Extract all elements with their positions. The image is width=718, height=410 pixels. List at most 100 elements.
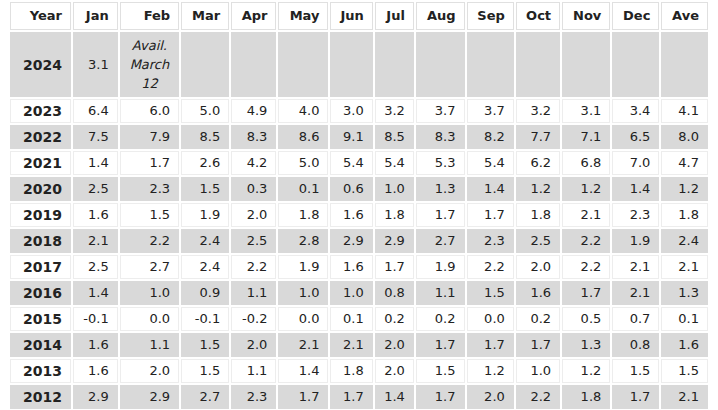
page: YearJanFebMarAprMayJunJulAugSepOctNovDec… <box>0 0 718 410</box>
column-header-mar: Mar <box>181 2 229 30</box>
value-cell: 8.3 <box>416 125 465 149</box>
value-cell: 0.5 <box>562 307 610 331</box>
table-row-2016: 20161.41.00.91.11.01.00.81.11.51.61.72.1… <box>10 281 708 305</box>
value-cell: 7.1 <box>562 125 610 149</box>
value-cell: 3.0 <box>330 99 372 123</box>
value-cell: 1.9 <box>278 255 328 279</box>
value-cell: 1.8 <box>375 203 414 227</box>
column-header-oct: Oct <box>516 2 560 30</box>
value-cell: 1.8 <box>330 359 372 383</box>
value-cell: 3.2 <box>375 99 414 123</box>
value-cell: 1.2 <box>562 359 610 383</box>
value-cell: 2.2 <box>562 255 610 279</box>
year-cell: 2024 <box>10 32 71 97</box>
value-cell: 1.3 <box>416 177 465 201</box>
value-cell: 2.1 <box>612 255 659 279</box>
value-cell: 6.4 <box>73 99 118 123</box>
value-cell: 2.3 <box>120 177 179 201</box>
value-cell: 1.6 <box>330 255 372 279</box>
table-row-2012: 20122.92.92.72.31.71.71.41.72.02.21.81.7… <box>10 385 708 409</box>
value-cell <box>562 32 610 97</box>
value-cell: 2.4 <box>661 229 708 253</box>
value-cell: 1.3 <box>661 281 708 305</box>
value-cell: 1.1 <box>231 281 276 305</box>
value-cell: 4.0 <box>278 99 328 123</box>
year-cell: 2014 <box>10 333 71 357</box>
table-row-2023: 20236.46.05.04.94.03.03.23.73.73.23.13.4… <box>10 99 708 123</box>
column-header-jan: Jan <box>73 2 118 30</box>
value-cell: 7.7 <box>516 125 560 149</box>
value-cell: 2.9 <box>73 385 118 409</box>
value-cell: 3.4 <box>612 99 659 123</box>
value-cell: 2.0 <box>231 203 276 227</box>
value-cell: 2.7 <box>416 229 465 253</box>
value-cell: 1.7 <box>416 385 465 409</box>
column-header-jul: Jul <box>375 2 414 30</box>
value-cell: 4.1 <box>661 99 708 123</box>
value-cell <box>661 32 708 97</box>
value-cell: 0.8 <box>612 333 659 357</box>
value-cell: 1.2 <box>467 359 514 383</box>
value-cell <box>416 32 465 97</box>
value-cell: 1.7 <box>516 333 560 357</box>
value-cell <box>612 32 659 97</box>
value-cell: 0.7 <box>612 307 659 331</box>
value-cell <box>278 32 328 97</box>
value-cell: 0.9 <box>181 281 229 305</box>
value-cell: 2.7 <box>120 255 179 279</box>
year-cell: 2017 <box>10 255 71 279</box>
value-cell: 4.7 <box>661 151 708 175</box>
value-cell <box>181 32 229 97</box>
value-cell: 0.2 <box>375 307 414 331</box>
value-cell: 8.6 <box>278 125 328 149</box>
value-cell: 3.1 <box>73 32 118 97</box>
year-cell: 2021 <box>10 151 71 175</box>
value-cell: 8.5 <box>181 125 229 149</box>
value-cell: 2.0 <box>120 359 179 383</box>
value-cell: 2.0 <box>375 333 414 357</box>
value-cell: 1.2 <box>516 177 560 201</box>
value-cell: 2.2 <box>562 229 610 253</box>
value-cell: 6.0 <box>120 99 179 123</box>
table-row-2024: 20243.1Avail. March 12 <box>10 32 708 97</box>
value-cell: 2.5 <box>73 255 118 279</box>
value-cell: 1.1 <box>231 359 276 383</box>
value-cell: 1.4 <box>73 281 118 305</box>
value-cell: 1.4 <box>278 359 328 383</box>
year-cell: 2020 <box>10 177 71 201</box>
column-header-dec: Dec <box>612 2 659 30</box>
value-cell: 5.0 <box>278 151 328 175</box>
value-cell: 0.0 <box>278 307 328 331</box>
value-cell: 1.4 <box>467 177 514 201</box>
value-cell: 1.3 <box>562 333 610 357</box>
value-cell: 6.5 <box>612 125 659 149</box>
table-row-2014: 20141.61.11.52.02.12.12.01.71.71.71.30.8… <box>10 333 708 357</box>
value-cell: 1.5 <box>416 359 465 383</box>
value-cell: 2.2 <box>516 385 560 409</box>
value-cell: 7.5 <box>73 125 118 149</box>
value-cell: 2.6 <box>181 151 229 175</box>
value-cell: 2.3 <box>231 385 276 409</box>
value-cell: 5.3 <box>416 151 465 175</box>
value-cell: 2.1 <box>562 203 610 227</box>
value-cell: 1.6 <box>330 203 372 227</box>
value-cell: 1.8 <box>562 385 610 409</box>
value-cell: 2.5 <box>73 177 118 201</box>
value-cell: 8.3 <box>231 125 276 149</box>
value-cell: 1.8 <box>661 203 708 227</box>
table-row-2017: 20172.52.72.42.21.91.61.71.92.22.02.22.1… <box>10 255 708 279</box>
value-cell: 2.9 <box>375 229 414 253</box>
value-cell: 2.3 <box>467 229 514 253</box>
value-cell: 2.4 <box>181 229 229 253</box>
value-cell: 0.2 <box>516 307 560 331</box>
column-header-apr: Apr <box>231 2 276 30</box>
value-cell: 1.5 <box>181 333 229 357</box>
column-header-sep: Sep <box>467 2 514 30</box>
value-cell: 2.8 <box>278 229 328 253</box>
value-cell: 2.5 <box>231 229 276 253</box>
value-cell: 1.8 <box>278 203 328 227</box>
value-cell: 1.0 <box>516 359 560 383</box>
value-cell: 2.2 <box>231 255 276 279</box>
value-cell: -0.1 <box>181 307 229 331</box>
value-cell: 2.7 <box>181 385 229 409</box>
